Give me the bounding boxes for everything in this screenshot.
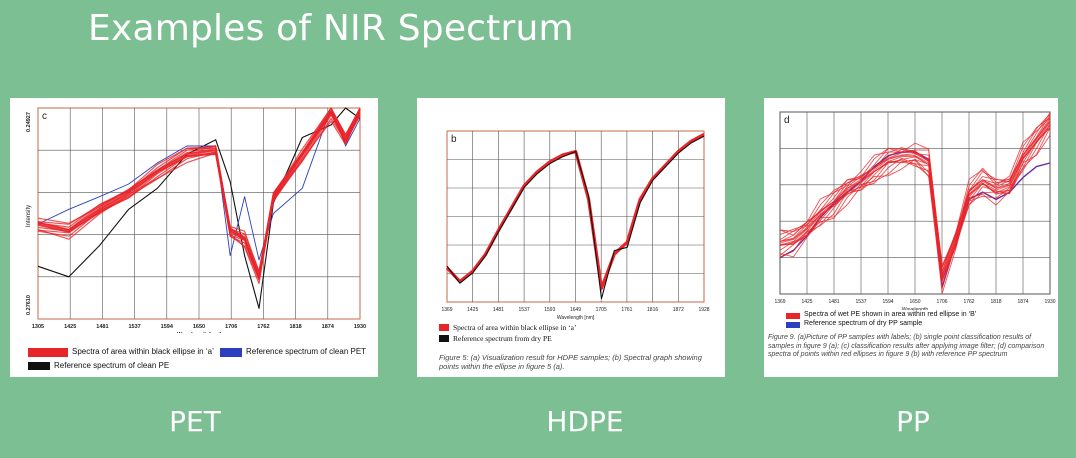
legend-swatch-ref-blue bbox=[220, 348, 242, 357]
x-tick-label: 1425 bbox=[801, 299, 812, 305]
series-line bbox=[37, 107, 361, 273]
x-axis-label: Wavelength [nm] bbox=[557, 315, 595, 320]
x-tick-label: 1874 bbox=[1017, 299, 1028, 305]
series-line bbox=[37, 107, 361, 272]
x-tick-label: 1593 bbox=[544, 307, 555, 313]
legend-label-sample: Spectra of area within black ellipse in … bbox=[453, 323, 577, 332]
panel-label: d bbox=[784, 115, 790, 126]
x-tick-label: 1706 bbox=[225, 324, 237, 330]
panel-label: c bbox=[42, 111, 47, 122]
x-tick-label: 1650 bbox=[909, 299, 920, 305]
figure-caption: Figure 9. (a)Picture of PP samples with … bbox=[768, 334, 1045, 358]
series-line bbox=[779, 116, 1051, 268]
legend-swatch-ref-black bbox=[28, 362, 50, 370]
x-tick-label: 1481 bbox=[828, 299, 839, 305]
x-tick-label: 1930 bbox=[1044, 299, 1055, 305]
x-tick-label: 1650 bbox=[193, 324, 205, 330]
x-tick-label: 1594 bbox=[882, 299, 893, 305]
panel-label: b bbox=[451, 134, 457, 145]
x-tick-label: 1761 bbox=[621, 307, 632, 313]
x-tick-label: 1762 bbox=[257, 324, 269, 330]
legend-label-ref-blue: Reference spectrum of clean PET bbox=[246, 347, 367, 356]
series-line bbox=[779, 112, 1051, 269]
x-tick-label: 1816 bbox=[647, 307, 658, 313]
x-tick-label: 1305 bbox=[32, 324, 44, 330]
legend-label-sample: Spectra of area within black ellipse in … bbox=[72, 347, 214, 356]
legend-label-ref: Reference spectrum from dry PE bbox=[453, 334, 552, 343]
x-tick-label: 1706 bbox=[936, 299, 947, 305]
x-tick-label: 1818 bbox=[289, 324, 301, 330]
series-line bbox=[779, 124, 1051, 279]
caption-pp: PP bbox=[896, 405, 930, 438]
x-tick-label: 1818 bbox=[990, 299, 1001, 305]
x-axis-label: Wavelength [nm] bbox=[177, 332, 221, 333]
x-tick-label: 1649 bbox=[570, 307, 581, 313]
caption-pet: PET bbox=[169, 405, 221, 438]
x-tick-label: 1594 bbox=[161, 324, 174, 330]
x-tick-label: 1537 bbox=[855, 299, 866, 305]
pp-chart: 1369 1425 1481 1537 1594 1650 1706 1762 1818 1874… bbox=[774, 111, 1056, 310]
x-tick-label: 1874 bbox=[322, 324, 335, 330]
slide-title: Examples of NIR Spectrum bbox=[88, 8, 574, 49]
legend-swatch-ref bbox=[439, 335, 449, 342]
x-tick-label: 1928 bbox=[698, 307, 709, 313]
x-tick-label: 1481 bbox=[96, 324, 108, 330]
pet-chart-panel: 1305 1425 1481 1537 1594 1650 1706 1762 1818 1874… bbox=[10, 98, 378, 377]
series-line bbox=[779, 117, 1051, 272]
legend-label-ref: Reference spectrum of dry PP sample bbox=[804, 320, 923, 327]
legend-label-ref-black: Reference spectrum of clean PE bbox=[54, 361, 170, 370]
x-tick-label: 1369 bbox=[441, 307, 452, 313]
x-axis-label: Wavelength bbox=[902, 307, 928, 310]
x-tick-label: 1425 bbox=[64, 324, 76, 330]
legend-label-sample: Spectra of wet PE shown in area within r… bbox=[804, 311, 977, 318]
y-tick-label: 0.27610 bbox=[26, 295, 32, 315]
legend-swatch-ref bbox=[786, 322, 800, 328]
series-line bbox=[779, 123, 1051, 283]
legend-swatch-sample bbox=[786, 313, 800, 319]
x-tick-label: 1537 bbox=[128, 324, 140, 330]
x-tick-label: 1872 bbox=[673, 307, 684, 313]
series-line bbox=[779, 127, 1051, 281]
series-line bbox=[779, 127, 1051, 280]
hdpe-chart-panel: 1369 1425 1481 1537 1593 1649 1705 1761 1816 1872… bbox=[417, 98, 725, 377]
caption-hdpe: HDPE bbox=[546, 405, 624, 438]
pet-chart: 1305 1425 1481 1537 1594 1650 1706 1762 1818 1874… bbox=[26, 107, 366, 333]
legend-swatch-sample bbox=[28, 348, 68, 357]
x-tick-label: 1762 bbox=[963, 299, 974, 305]
x-tick-label: 1481 bbox=[493, 307, 504, 313]
x-tick-label: 1369 bbox=[774, 299, 785, 305]
series-line bbox=[779, 113, 1051, 266]
x-tick-label: 1537 bbox=[519, 307, 530, 313]
figure-caption: Figure 5: (a) Visualization result for H… bbox=[439, 353, 702, 371]
x-tick-label: 1425 bbox=[467, 307, 478, 313]
legend-swatch-sample bbox=[439, 324, 449, 331]
x-tick-label: 1705 bbox=[596, 307, 607, 313]
series-line bbox=[779, 120, 1051, 277]
y-axis-label: Intensity bbox=[26, 205, 32, 227]
pp-chart-panel: 1369 1425 1481 1537 1594 1650 1706 1762 1818 1874… bbox=[764, 98, 1058, 377]
x-tick-label: 1930 bbox=[354, 324, 366, 330]
y-tick-label: 0.24927 bbox=[26, 112, 32, 132]
series-line bbox=[446, 135, 705, 300]
hdpe-chart: 1369 1425 1481 1537 1593 1649 1705 1761 1816 1872… bbox=[441, 130, 710, 320]
